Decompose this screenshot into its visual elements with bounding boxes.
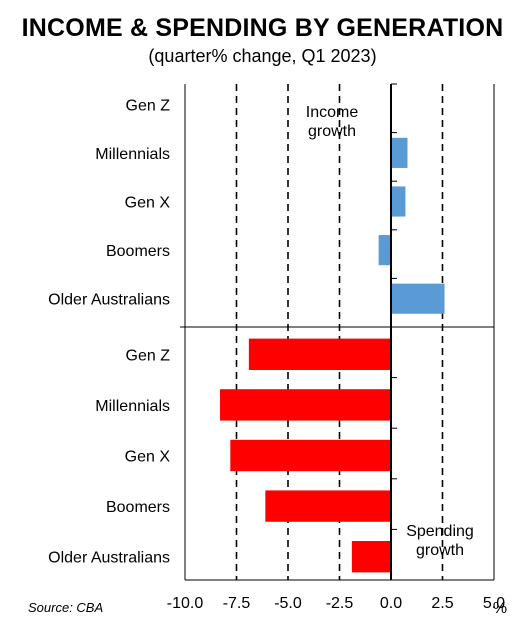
bar-spending-2 <box>230 439 391 472</box>
bar-spending-3 <box>265 490 391 522</box>
category-label-spending-4: Older Australians <box>48 550 170 567</box>
annotation-spending-line2: growth <box>416 542 464 559</box>
category-label-spending-0: Gen Z <box>126 347 171 364</box>
annotation-spending-line1: Spending <box>406 523 474 540</box>
source-note: Source: CBA <box>28 600 104 615</box>
chart-title: INCOME & SPENDING BY GENERATION <box>21 14 504 42</box>
x-unit-label: % <box>493 600 507 617</box>
annotation-income-line2: growth <box>308 123 356 140</box>
bar-spending-1 <box>220 389 391 421</box>
category-label-spending-1: Millennials <box>95 398 170 415</box>
category-label-spending-2: Gen X <box>125 449 171 466</box>
x-tick-label-4: 0.0 <box>380 595 402 612</box>
x-tick-label-0: -10.0 <box>167 595 204 612</box>
bar-spending-4 <box>351 541 391 573</box>
chart-subtitle: (quarter% change, Q1 2023) <box>148 46 377 66</box>
category-label-income-1: Millennials <box>95 146 170 163</box>
x-tick-label-5: 2.5 <box>431 595 453 612</box>
annotation-income-line1: Income <box>306 104 359 121</box>
bar-spending-0 <box>248 338 391 370</box>
category-label-income-2: Gen X <box>125 195 171 212</box>
x-tick-label-6: 5.0 <box>483 595 505 612</box>
x-tick-label-2: -5.0 <box>274 595 302 612</box>
category-label-income-0: Gen Z <box>126 97 171 114</box>
bar-income-2 <box>391 186 406 217</box>
category-label-spending-3: Boomers <box>106 499 170 516</box>
category-label-income-4: Older Australians <box>48 292 170 309</box>
bar-income-4 <box>391 283 445 314</box>
x-tick-label-3: -2.5 <box>326 595 354 612</box>
bar-income-3 <box>378 235 391 266</box>
bar-income-1 <box>391 137 408 168</box>
x-tick-label-1: -7.5 <box>223 595 251 612</box>
category-label-income-3: Boomers <box>106 243 170 260</box>
